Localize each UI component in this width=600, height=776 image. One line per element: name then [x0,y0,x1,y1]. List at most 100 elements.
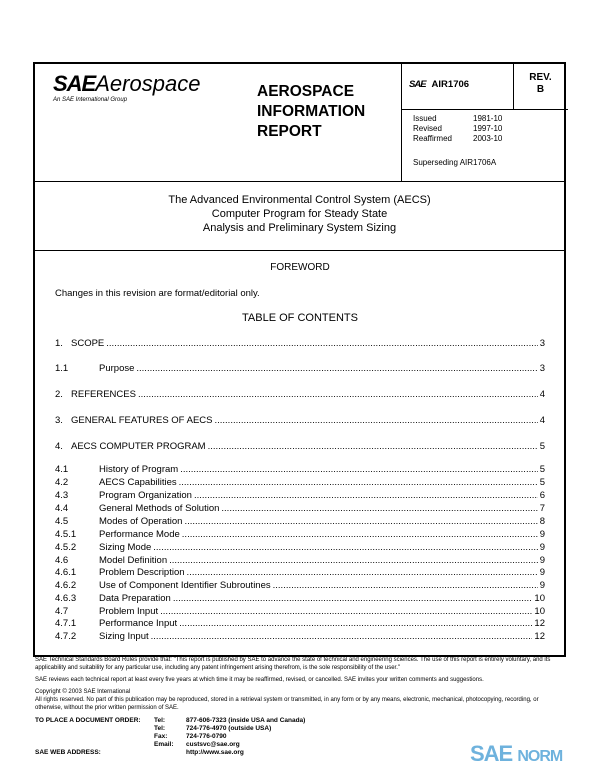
doc-number: AIR1706 [431,79,470,90]
sae-logo-small: SAE [409,79,427,90]
toc-title: REFERENCES [71,389,136,400]
toc-number: 4. [55,441,63,452]
toc-entry[interactable]: 4.6.3 Data Preparation 10 [55,593,545,604]
toc-page: 3 [539,363,545,374]
toc-leader [180,464,538,475]
contact-value: 724-776-0790 [186,733,227,740]
toc-leader [169,555,538,566]
toc-entry[interactable]: 4.5 Modes of Operation 8 [55,516,545,527]
toc-number: 3. [55,415,63,426]
toc-leader [136,363,537,374]
document-dates: Issued 1981-10 Revised 1997-10 Reaffirmed 2… [413,114,502,144]
contact-row: Fax: 724-776-0790 [154,733,305,741]
toc-number: 4.1 [55,464,69,475]
toc-entry[interactable]: 4.7.1 Performance Input 12 [55,618,545,629]
doc-type-line: INFORMATION [257,103,366,120]
toc-entry[interactable]: 4. AECS COMPUTER PROGRAM 5 [55,441,545,452]
toc-title: Program Organization [99,490,192,501]
toc-leader [184,516,537,527]
toc-number: 4.2 [55,477,69,488]
toc-number: 4.6 [55,555,69,566]
toc-leader [221,503,537,514]
toc-leader [160,606,532,617]
contact-value: 724-776-4970 (outside USA) [186,725,272,732]
toc-heading: TABLE OF CONTENTS [242,312,358,324]
divider [401,109,568,110]
toc-entry[interactable]: 3. GENERAL FEATURES OF AECS 4 [55,415,545,426]
foreword-heading: FOREWORD [270,262,330,273]
toc-page: 9 [539,580,545,591]
toc-page: 9 [539,542,545,553]
toc-leader [208,441,538,452]
revision: REV. B [513,72,568,96]
contact-list: Tel: 877-606-7323 (inside USA and Canada)… [154,717,305,757]
toc-entry[interactable]: 4.4 General Methods of Solution 7 [55,503,545,514]
toc-title: General Methods of Solution [99,503,220,514]
toc-leader [153,542,537,553]
toc-leader [179,618,532,629]
date-label: Reaffirmed [413,134,452,143]
toc-title: Problem Input [99,606,159,617]
document-title: The Advanced Environmental Control Syste… [35,181,564,251]
toc-entry[interactable]: 1. SCOPE 3 [55,338,545,349]
date-value: 1997-10 [473,124,503,133]
toc-entry[interactable]: 4.6.2 Use of Component Identifier Subrout… [55,580,545,591]
sae-norm-watermark: SAE NORM [470,741,563,766]
toc-title: AECS COMPUTER PROGRAM [71,441,206,452]
contact-label: Email: [154,741,174,748]
logo-aerospace: Aerospace [95,71,201,96]
toc-number: 4.7 [55,606,69,617]
toc-leader [179,477,538,488]
toc-leader [106,338,537,349]
toc-entry[interactable]: 4.5.2 Sizing Mode 9 [55,542,545,553]
toc-entry[interactable]: 4.5.1 Performance Mode 9 [55,529,545,540]
title-line: Analysis and Preliminary System Sizing [202,222,397,234]
date-value: 2003-10 [473,134,503,143]
toc-leader [151,631,533,642]
contact-row: Tel: 724-776-4970 (outside USA) [154,725,305,733]
divider [401,64,402,181]
toc-entry[interactable]: 2. REFERENCES 4 [55,389,545,400]
footer-rights: All rights reserved. No part of this pub… [35,697,539,711]
toc-title: AECS Capabilities [99,477,177,488]
date-label: Issued [413,114,437,123]
contact-row: http://www.sae.org [154,749,305,757]
document-number: SAE AIR1706 [409,79,469,90]
toc-number: 4.7.2 [55,631,77,642]
toc-number: 2. [55,389,63,400]
toc-title: Problem Description [99,567,185,578]
contact-label: Fax: [154,733,168,740]
toc-page: 9 [539,555,545,566]
toc-entry[interactable]: 4.3 Program Organization 6 [55,490,545,501]
footer-copyright: Copyright © 2003 SAE International [35,689,131,695]
contact-value: 877-606-7323 (inside USA and Canada) [186,717,306,724]
toc-page: 5 [539,464,545,475]
date-label: Revised [413,124,442,133]
contact-value[interactable]: http://www.sae.org [186,749,244,756]
toc-entry[interactable]: 1.1 Purpose 3 [55,363,545,374]
toc-entry[interactable]: 4.6.1 Problem Description 9 [55,567,545,578]
date-value: 1981-10 [473,114,503,123]
toc-page: 9 [539,529,545,540]
toc-entry[interactable]: 4.1 History of Program 5 [55,464,545,475]
toc-page: 8 [539,516,545,527]
toc-number: 4.5.2 [55,542,77,553]
order-label: TO PLACE A DOCUMENT ORDER: [35,717,141,724]
toc-page: 5 [539,441,545,452]
document-header: SAEAerospace An SAE International Group … [35,64,568,182]
contact-value[interactable]: custsvc@sae.org [186,741,240,748]
toc-title: Sizing Input [99,631,149,642]
toc-entry[interactable]: 4.7.2 Sizing Input 12 [55,631,545,642]
contact-row: Email: custsvc@sae.org [154,741,305,749]
toc-number: 4.4 [55,503,69,514]
toc-number: 4.6.2 [55,580,77,591]
toc-entry[interactable]: 4.2 AECS Capabilities 5 [55,477,545,488]
rev-label: REV. [529,72,552,83]
toc-number: 4.5 [55,516,69,527]
sae-aerospace-logo: SAEAerospace [53,72,200,96]
toc-title: Use of Component Identifier Subroutines [99,580,271,591]
toc-entry[interactable]: 4.7 Problem Input 10 [55,606,545,617]
doc-type-line: AEROSPACE [257,83,355,100]
rev-value: B [536,84,545,95]
toc-entry[interactable]: 4.6 Model Definition 9 [55,555,545,566]
